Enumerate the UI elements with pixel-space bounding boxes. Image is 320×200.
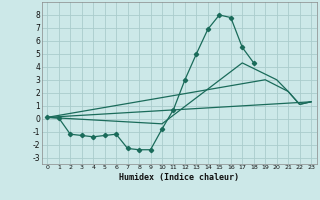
X-axis label: Humidex (Indice chaleur): Humidex (Indice chaleur) xyxy=(119,173,239,182)
